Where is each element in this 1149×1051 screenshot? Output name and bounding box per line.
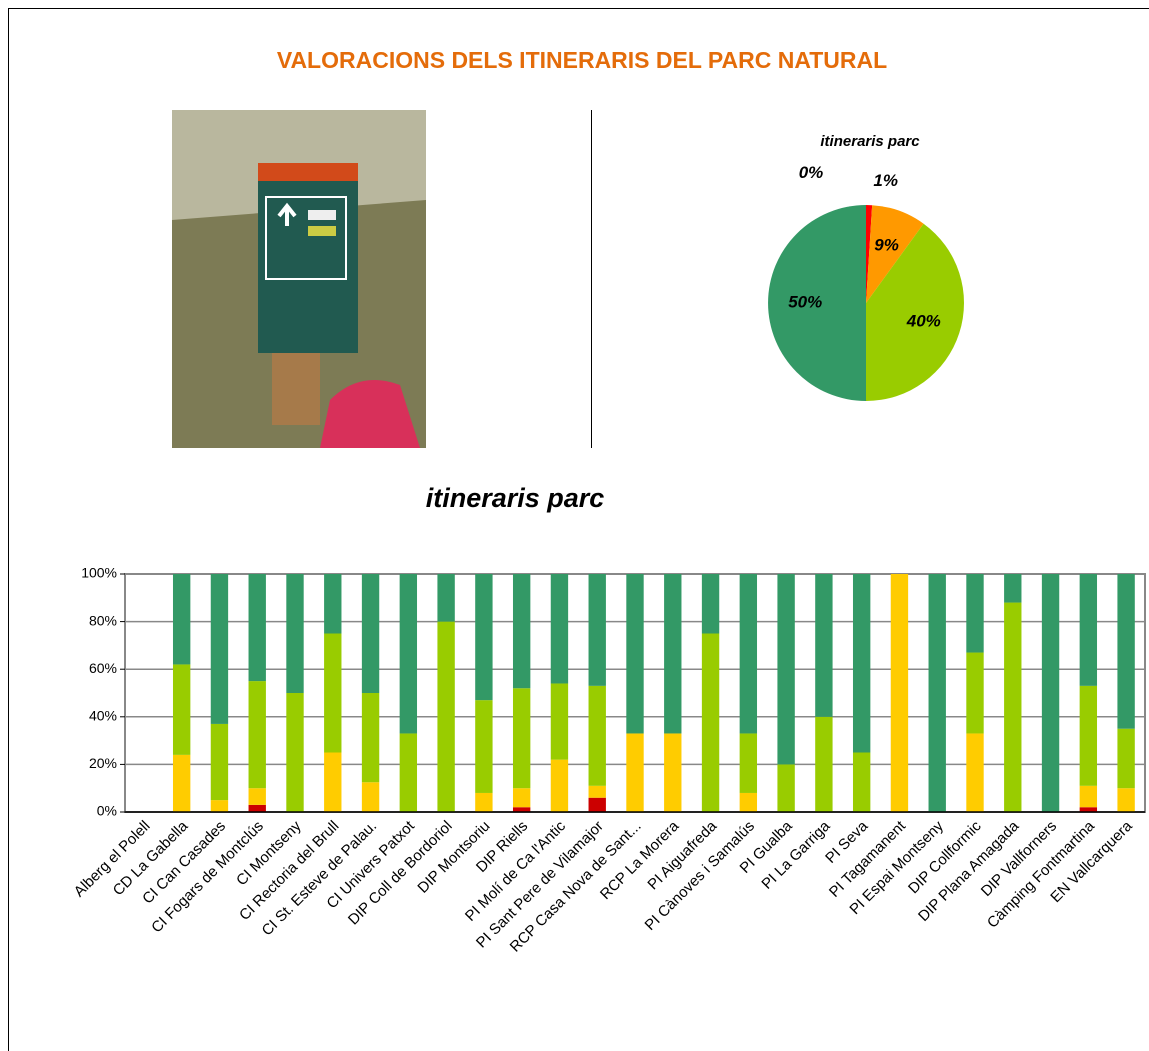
bar-segment (1117, 574, 1134, 729)
pie-label: 40% (906, 311, 941, 330)
bar-segment (551, 574, 568, 683)
bar-segment (589, 686, 606, 786)
bar-segment (740, 793, 757, 812)
pie-chart: 0% 1% 9% 40% 50% (768, 163, 964, 401)
bar-segment (211, 800, 228, 812)
bar-segment (815, 717, 832, 812)
bar-segment (589, 574, 606, 686)
bar-segment (324, 574, 341, 634)
bar-segment (249, 681, 266, 788)
bar-segment (324, 634, 341, 753)
bar-segment (664, 733, 681, 812)
bar-segment (249, 788, 266, 805)
bar-segment (437, 574, 454, 622)
bar-segment (513, 574, 530, 688)
bar-segment (1117, 729, 1134, 789)
bar-segment (1080, 786, 1097, 807)
y-tick-label: 20% (89, 755, 117, 771)
bar-segment (211, 574, 228, 724)
page: VALORACIONS DELS ITINERARIS DEL PARC NAT… (0, 0, 1149, 1051)
bar-segment (1080, 574, 1097, 686)
pie-label: 9% (874, 235, 899, 254)
photo (172, 110, 426, 448)
bar-segment (362, 782, 379, 812)
bar-segment (475, 700, 492, 793)
pie-label: 0% (799, 163, 824, 182)
bar-segment (475, 574, 492, 700)
bar-segment (551, 760, 568, 812)
y-tick-label: 40% (89, 708, 117, 724)
bar-segment (286, 693, 303, 812)
bar-segment (740, 733, 757, 793)
bar-segment (173, 574, 190, 664)
bar-segment (966, 733, 983, 812)
bar-segment (475, 793, 492, 812)
document: VALORACIONS DELS ITINERARIS DEL PARC NAT… (0, 0, 1149, 1051)
bar-segment (513, 688, 530, 788)
bar-segment (966, 653, 983, 734)
bar-segment (966, 574, 983, 653)
pie-label: 1% (873, 171, 898, 190)
bar-segment (362, 693, 379, 782)
bar-segment (211, 724, 228, 800)
bar-segment (1004, 574, 1021, 603)
bar-segment (362, 574, 379, 693)
bar-segment (815, 574, 832, 717)
bar-segment (249, 805, 266, 812)
bar-segment (853, 574, 870, 753)
y-tick-label: 80% (89, 612, 117, 628)
bar-segment (777, 574, 794, 764)
bar-segment (400, 574, 417, 733)
bar-segment (513, 788, 530, 807)
bar-segment (891, 574, 908, 812)
bar-segment (740, 574, 757, 733)
bar-segment (702, 634, 719, 813)
bar-segment (929, 574, 946, 812)
bar-segment (1004, 603, 1021, 812)
bar-segment (1042, 574, 1059, 812)
bar-segment (626, 574, 643, 733)
bar-segment (249, 574, 266, 681)
bar-segment (1117, 788, 1134, 812)
bar-segment (664, 574, 681, 733)
bar-segment (702, 574, 719, 634)
bar-chart-title: itineraris parc (426, 483, 605, 513)
bar-segment (1080, 686, 1097, 786)
bar-segment (551, 683, 568, 759)
bar-segment (173, 664, 190, 754)
bar-segment (777, 764, 794, 812)
bar-segment (286, 574, 303, 693)
bar-segment (324, 753, 341, 813)
bar-segment (589, 798, 606, 812)
bar-segment (173, 755, 190, 812)
bar-segment (589, 786, 606, 798)
bar-segment (853, 753, 870, 813)
y-tick-label: 0% (97, 803, 117, 819)
pie-title: itineraris parc (820, 133, 920, 150)
bar-segment (437, 622, 454, 812)
bar-segment (400, 733, 417, 812)
y-tick-label: 60% (89, 660, 117, 676)
page-title: VALORACIONS DELS ITINERARIS DEL PARC NAT… (277, 47, 887, 73)
bar-segment (626, 733, 643, 812)
y-tick-label: 100% (81, 565, 117, 581)
pie-label: 50% (788, 292, 822, 311)
